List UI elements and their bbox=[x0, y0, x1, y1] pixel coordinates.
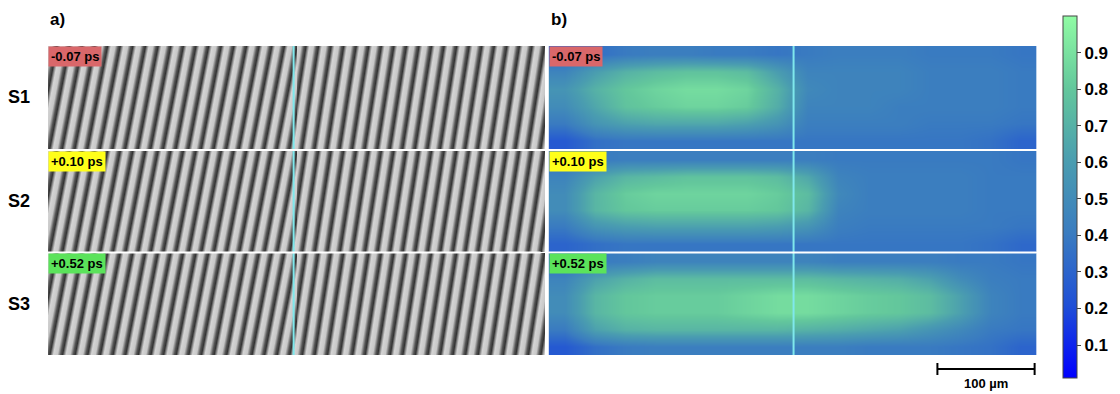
svg-text:0.5: 0.5 bbox=[1084, 190, 1108, 209]
svg-text:0.7: 0.7 bbox=[1084, 117, 1108, 136]
svg-text:S1: S1 bbox=[8, 87, 30, 107]
svg-text:0.4: 0.4 bbox=[1084, 226, 1108, 245]
svg-text:0.1: 0.1 bbox=[1084, 336, 1108, 355]
svg-text:100 µm: 100 µm bbox=[964, 376, 1008, 391]
svg-text:0.3: 0.3 bbox=[1084, 263, 1108, 282]
svg-text:+0.10 ps: +0.10 ps bbox=[552, 154, 604, 169]
svg-text:b): b) bbox=[551, 10, 567, 29]
svg-text:+0.10 ps: +0.10 ps bbox=[51, 154, 103, 169]
svg-text:S3: S3 bbox=[8, 294, 30, 314]
svg-text:+0.52 ps: +0.52 ps bbox=[552, 256, 604, 271]
svg-text:0.9: 0.9 bbox=[1084, 44, 1108, 63]
svg-text:-0.07 ps: -0.07 ps bbox=[552, 49, 600, 64]
svg-text:+0.52 ps: +0.52 ps bbox=[51, 256, 103, 271]
svg-text:0.8: 0.8 bbox=[1084, 80, 1108, 99]
svg-text:a): a) bbox=[50, 10, 65, 29]
svg-text:0.2: 0.2 bbox=[1084, 299, 1108, 318]
svg-text:-0.07 ps: -0.07 ps bbox=[51, 49, 99, 64]
svg-text:0.6: 0.6 bbox=[1084, 153, 1108, 172]
svg-text:S2: S2 bbox=[8, 191, 30, 211]
